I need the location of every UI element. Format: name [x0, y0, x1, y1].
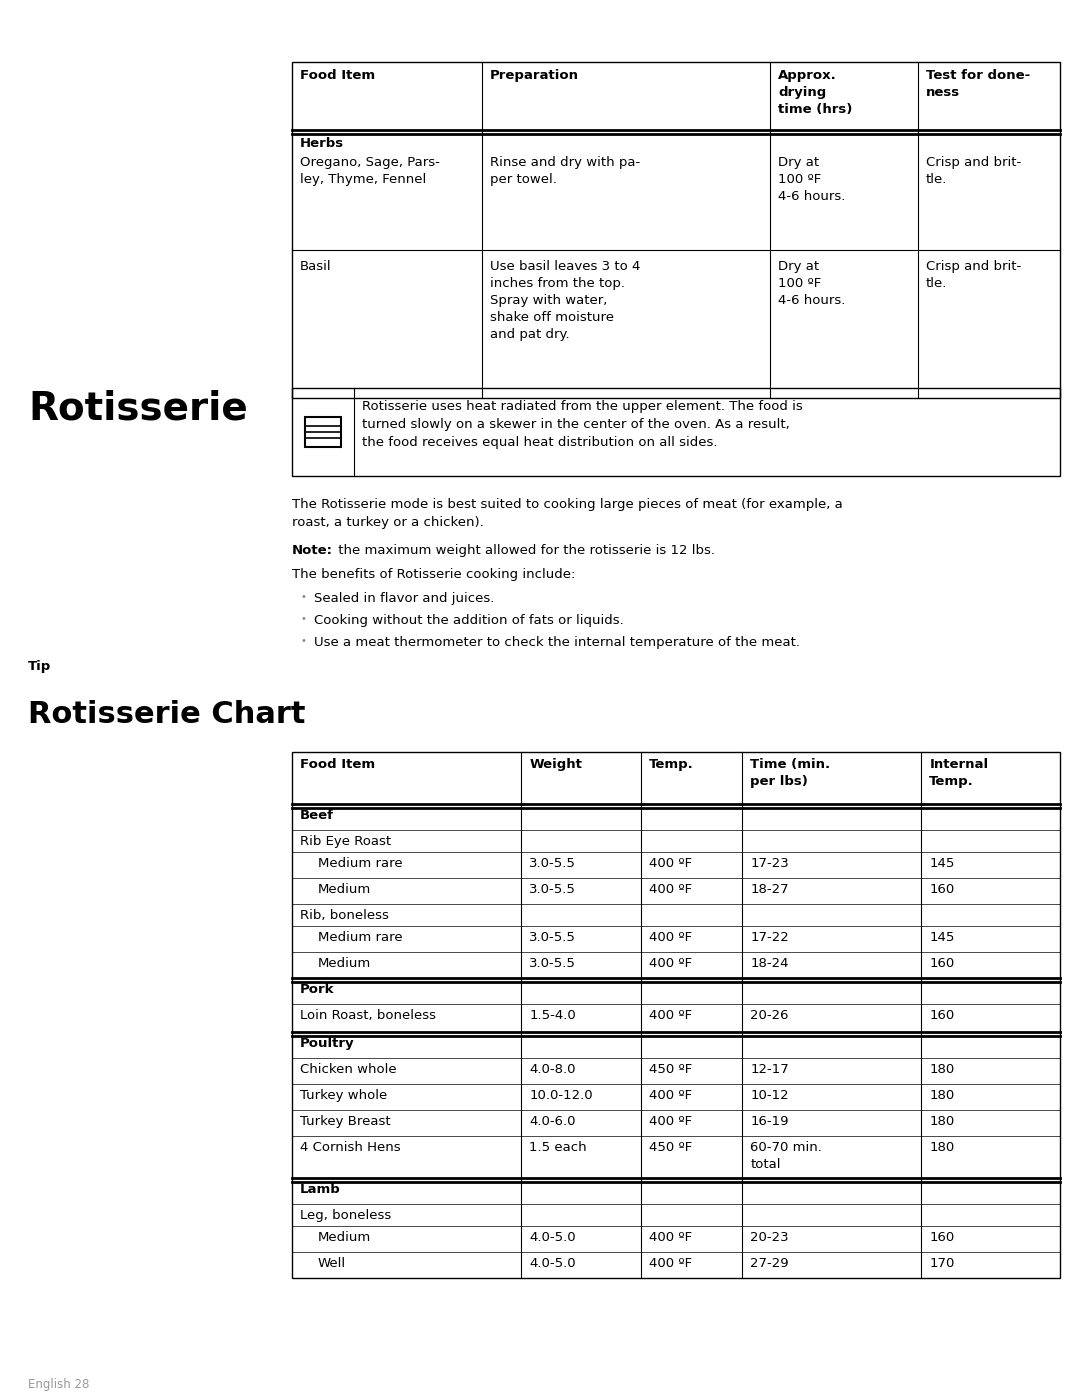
Text: 400 ºF: 400 ºF — [649, 1257, 692, 1270]
Text: 400 ºF: 400 ºF — [649, 856, 692, 870]
Text: Pork: Pork — [300, 983, 335, 996]
Text: 180: 180 — [929, 1063, 955, 1076]
Text: 160: 160 — [929, 957, 955, 970]
Text: Rinse and dry with pa-
per towel.: Rinse and dry with pa- per towel. — [490, 156, 640, 186]
Text: Beef: Beef — [300, 809, 334, 821]
Text: Medium: Medium — [318, 957, 372, 970]
Text: 170: 170 — [929, 1257, 955, 1270]
Text: 27-29: 27-29 — [751, 1257, 788, 1270]
Text: Internal
Temp.: Internal Temp. — [929, 759, 988, 788]
Bar — [292, 752, 1059, 1278]
Text: Approx.
drying
time (hrs): Approx. drying time (hrs) — [778, 68, 852, 116]
Text: Sealed in flavor and juices.: Sealed in flavor and juices. — [314, 592, 495, 605]
Text: Leg, boneless: Leg, boneless — [300, 1208, 391, 1222]
Text: 4.0-5.0: 4.0-5.0 — [529, 1231, 576, 1243]
Text: Time (min.
per lbs): Time (min. per lbs) — [751, 759, 831, 788]
Text: Dry at
100 ºF
4-6 hours.: Dry at 100 ºF 4-6 hours. — [778, 156, 846, 203]
Text: Cooking without the addition of fats or liquids.: Cooking without the addition of fats or … — [314, 615, 624, 627]
Text: Dry at
100 ºF
4-6 hours.: Dry at 100 ºF 4-6 hours. — [778, 260, 846, 307]
Text: 4.0-6.0: 4.0-6.0 — [529, 1115, 576, 1127]
Text: 180: 180 — [929, 1141, 955, 1154]
Text: 400 ºF: 400 ºF — [649, 1090, 692, 1102]
Text: Food Item: Food Item — [300, 68, 375, 82]
Text: The Rotisserie mode is best suited to cooking large pieces of meat (for example,: The Rotisserie mode is best suited to co… — [292, 497, 842, 529]
Text: Note:: Note: — [292, 543, 333, 557]
Text: 400 ºF: 400 ºF — [649, 1115, 692, 1127]
Text: 3.0-5.5: 3.0-5.5 — [529, 930, 577, 944]
Text: Medium rare: Medium rare — [318, 930, 403, 944]
Text: Poultry: Poultry — [300, 1037, 354, 1051]
Text: 17-23: 17-23 — [751, 856, 788, 870]
Text: 400 ºF: 400 ºF — [649, 930, 692, 944]
Text: Lamb: Lamb — [300, 1183, 341, 1196]
Text: 1.5-4.0: 1.5-4.0 — [529, 1009, 576, 1023]
Bar — [305, 416, 341, 447]
Text: 18-27: 18-27 — [751, 883, 788, 895]
Text: Medium: Medium — [318, 883, 372, 895]
Text: Test for done-
ness: Test for done- ness — [926, 68, 1030, 99]
Text: 16-19: 16-19 — [751, 1115, 788, 1127]
Text: Oregano, Sage, Pars-
ley, Thyme, Fennel: Oregano, Sage, Pars- ley, Thyme, Fennel — [300, 156, 440, 186]
Text: Rib, boneless: Rib, boneless — [300, 909, 389, 922]
Text: 10-12: 10-12 — [751, 1090, 788, 1102]
Text: 4 Cornish Hens: 4 Cornish Hens — [300, 1141, 401, 1154]
Text: Rotisserie: Rotisserie — [28, 390, 247, 427]
Text: English 28: English 28 — [28, 1377, 90, 1391]
Text: 160: 160 — [929, 1231, 955, 1243]
Text: Medium rare: Medium rare — [318, 856, 403, 870]
Text: 3.0-5.5: 3.0-5.5 — [529, 883, 577, 895]
Text: Food Item: Food Item — [300, 759, 375, 771]
Text: 160: 160 — [929, 1009, 955, 1023]
Text: •: • — [300, 636, 306, 645]
Text: 160: 160 — [929, 883, 955, 895]
Text: Well: Well — [318, 1257, 346, 1270]
Text: 60-70 min.
total: 60-70 min. total — [751, 1141, 822, 1171]
Text: •: • — [300, 592, 306, 602]
Text: Crisp and brit-
tle.: Crisp and brit- tle. — [926, 260, 1022, 291]
Text: 145: 145 — [929, 930, 955, 944]
Text: Loin Roast, boneless: Loin Roast, boneless — [300, 1009, 436, 1023]
Text: Use a meat thermometer to check the internal temperature of the meat.: Use a meat thermometer to check the inte… — [314, 636, 800, 650]
Text: Turkey whole: Turkey whole — [300, 1090, 388, 1102]
Text: 18-24: 18-24 — [751, 957, 788, 970]
Text: Turkey Breast: Turkey Breast — [300, 1115, 391, 1127]
Text: 3.0-5.5: 3.0-5.5 — [529, 957, 577, 970]
Text: Herbs: Herbs — [300, 137, 345, 149]
Text: 20-23: 20-23 — [751, 1231, 788, 1243]
Text: 3.0-5.5: 3.0-5.5 — [529, 856, 577, 870]
Bar — [292, 388, 1059, 476]
Text: 4.0-5.0: 4.0-5.0 — [529, 1257, 576, 1270]
Text: 17-22: 17-22 — [751, 930, 788, 944]
Text: Temp.: Temp. — [649, 759, 693, 771]
Text: 400 ºF: 400 ºF — [649, 957, 692, 970]
Text: The benefits of Rotisserie cooking include:: The benefits of Rotisserie cooking inclu… — [292, 569, 576, 581]
Text: Rib Eye Roast: Rib Eye Roast — [300, 835, 391, 848]
Text: Rotisserie uses heat radiated from the upper element. The food is
turned slowly : Rotisserie uses heat radiated from the u… — [362, 400, 802, 448]
Text: Preparation: Preparation — [490, 68, 579, 82]
Text: 400 ºF: 400 ºF — [649, 1009, 692, 1023]
Text: Crisp and brit-
tle.: Crisp and brit- tle. — [926, 156, 1022, 186]
Text: 10.0-12.0: 10.0-12.0 — [529, 1090, 593, 1102]
Text: 180: 180 — [929, 1115, 955, 1127]
Text: Basil: Basil — [300, 260, 332, 272]
Text: Use basil leaves 3 to 4
inches from the top.
Spray with water,
shake off moistur: Use basil leaves 3 to 4 inches from the … — [490, 260, 640, 341]
Bar — [292, 61, 1059, 398]
Text: 12-17: 12-17 — [751, 1063, 788, 1076]
Text: Medium: Medium — [318, 1231, 372, 1243]
Text: •: • — [300, 615, 306, 624]
Text: 20-26: 20-26 — [751, 1009, 788, 1023]
Text: 400 ºF: 400 ºF — [649, 883, 692, 895]
Text: 450 ºF: 450 ºF — [649, 1141, 692, 1154]
Text: Rotisserie Chart: Rotisserie Chart — [28, 700, 306, 729]
Text: 4.0-8.0: 4.0-8.0 — [529, 1063, 576, 1076]
Text: 450 ºF: 450 ºF — [649, 1063, 692, 1076]
Text: Chicken whole: Chicken whole — [300, 1063, 396, 1076]
Text: 400 ºF: 400 ºF — [649, 1231, 692, 1243]
Text: Tip: Tip — [28, 659, 51, 673]
Text: the maximum weight allowed for the rotisserie is 12 lbs.: the maximum weight allowed for the rotis… — [334, 543, 715, 557]
Text: Weight: Weight — [529, 759, 582, 771]
Text: 180: 180 — [929, 1090, 955, 1102]
Text: 1.5 each: 1.5 each — [529, 1141, 586, 1154]
Text: 145: 145 — [929, 856, 955, 870]
